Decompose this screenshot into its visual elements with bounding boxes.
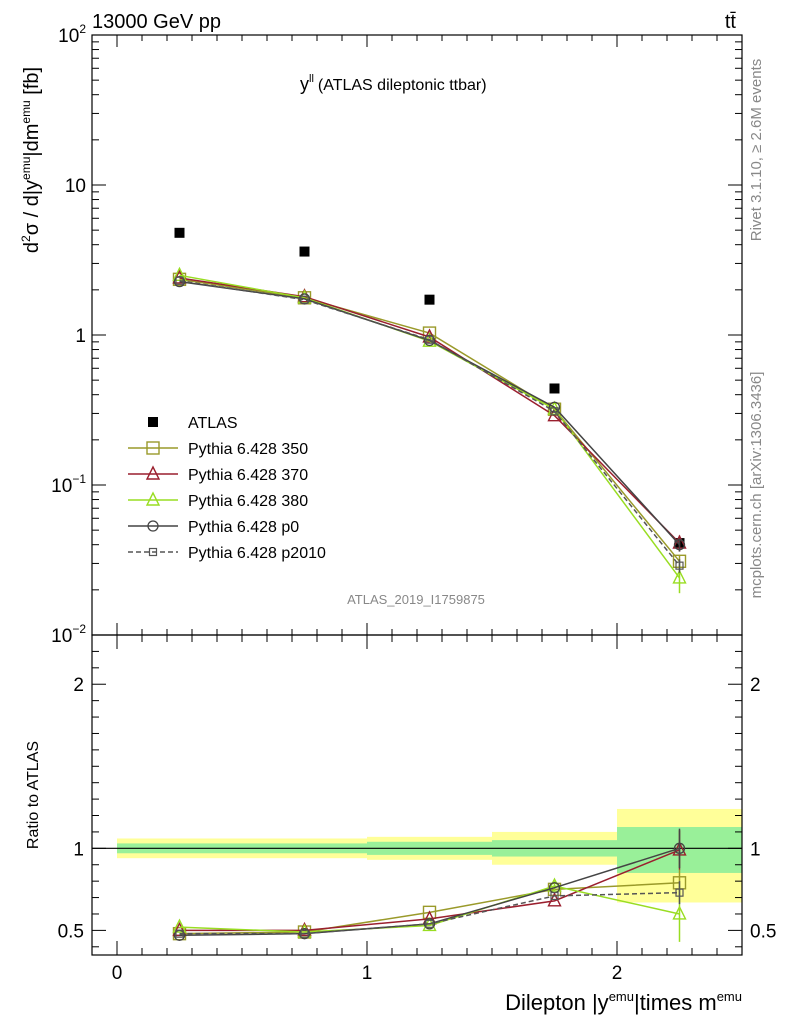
ratio-tick-labels: 0.5 0.5 1 1 2 2 0 1 2 [58, 675, 777, 984]
ratio-y-tick-label-right: 1 [750, 839, 761, 860]
legend-label: ATLAS [188, 415, 238, 432]
plot-title: yll (ATLAS dileptonic ttbar) [300, 73, 487, 94]
data-point [299, 246, 310, 257]
y-axis-label: d2σ / d|yemu|dmemu [fb] [19, 67, 43, 253]
data-point [300, 295, 309, 304]
series-pythia-6-428-p2010 [175, 276, 684, 573]
legend-marker [147, 520, 159, 532]
ratio-y-tick-label-left: 0.5 [58, 921, 84, 942]
ratio-uncertainty-bands [92, 808, 742, 903]
ratio-y-tick-label-right: 0.5 [750, 921, 776, 942]
main-marks [172, 227, 687, 594]
main-ticks [91, 35, 742, 636]
ratio-data-point [547, 877, 562, 892]
ratio-series-line [179, 885, 680, 933]
data-point [175, 276, 184, 285]
ratio-panel: 0.5 0.5 1 1 2 2 0 1 2 Ratio to ATLAS Dilepton |y… [25, 634, 777, 1015]
ratio-y-tick-label-left: 2 [73, 675, 84, 696]
data-point [174, 227, 185, 238]
ratio-data-point [300, 929, 309, 938]
main-y-tick-label: 10 [65, 176, 86, 197]
ratio-data-point [673, 842, 686, 854]
legend-label: Pythia 6.428 350 [188, 441, 308, 458]
legend-label: Pythia 6.428 370 [188, 467, 308, 484]
legend-marker [145, 465, 161, 480]
legend-label: Pythia 6.428 380 [188, 493, 308, 510]
ratio-y-axis-label: Ratio to ATLAS [25, 741, 42, 849]
legend-marker [148, 547, 158, 557]
data-point [550, 407, 559, 416]
x-axis-label: Dilepton |yemu|times memu [505, 989, 742, 1015]
data-point [672, 569, 687, 584]
legend-label: Pythia 6.428 p2010 [188, 545, 326, 562]
ratio-series-pythia-6-428-p2010 [175, 881, 684, 938]
legend-marker [146, 441, 160, 455]
analysis-watermark: ATLAS_2019_I1759875 [347, 592, 485, 607]
main-y-tick-labels: 102 10 1 10−1 10−2 [51, 22, 86, 647]
ratio-marks [172, 828, 687, 942]
series-pythia-6-428-p0 [173, 275, 686, 552]
series-line [179, 279, 681, 567]
data-point [673, 539, 686, 551]
ratio-y-tick-label-left: 1 [73, 839, 84, 860]
data-point [424, 294, 435, 305]
ratio-data-point [172, 921, 187, 937]
legend-item: Pythia 6.428 350 [128, 441, 308, 458]
ratio-data-point [675, 888, 684, 897]
legend-item: Pythia 6.428 370 [128, 465, 308, 484]
header-process-label: tt̄ [725, 11, 737, 33]
main-panel: 102 10 1 10−1 10−2 yll (ATLAS dileptonic ttba… [19, 22, 743, 647]
legend-item: Pythia 6.428 380 [128, 491, 308, 510]
header-energy-label: 13000 GeV pp [92, 11, 221, 33]
rivet-version-label: Rivet 3.1.10, ≥ 2.6M events [748, 59, 765, 242]
ratio-ticks [91, 635, 742, 955]
ratio-series-line [179, 891, 680, 935]
legend-item: Pythia 6.428 p2010 [128, 545, 326, 562]
legend: ATLAS Pythia 6.428 350 Pythia 6.428 370 Pyt… [128, 415, 326, 562]
data-point [549, 383, 560, 394]
x-tick-label: 2 [612, 963, 623, 984]
main-y-tick-label: 10−2 [51, 622, 86, 647]
ratio-frame [91, 634, 743, 956]
data-point [675, 561, 684, 570]
data-point [423, 334, 436, 347]
ratio-data-point [175, 929, 184, 938]
legend-marker [148, 417, 158, 427]
ratio-data-point [423, 918, 436, 930]
legend-item: ATLAS [148, 415, 238, 432]
ratio-y-tick-label-right: 2 [750, 675, 761, 696]
mcplots-label: mcplots.cern.ch [arXiv:1306.3436] [748, 372, 765, 599]
legend-item: Pythia 6.428 p0 [128, 519, 299, 536]
legend-label: Pythia 6.428 p0 [188, 519, 299, 536]
ratio-data-point [172, 918, 187, 933]
main-y-tick-label: 1 [75, 326, 86, 347]
main-y-tick-label: 102 [58, 22, 86, 47]
ratio-data-point [672, 905, 687, 920]
data-point [172, 266, 187, 282]
ratio-data-point [425, 919, 434, 928]
legend-marker [145, 491, 161, 506]
main-y-tick-label: 10−1 [51, 472, 86, 497]
data-point [425, 335, 434, 344]
x-tick-label: 1 [362, 963, 373, 984]
ratio-data-point [550, 891, 559, 901]
data-point [173, 275, 186, 288]
x-tick-label: 0 [112, 963, 123, 984]
